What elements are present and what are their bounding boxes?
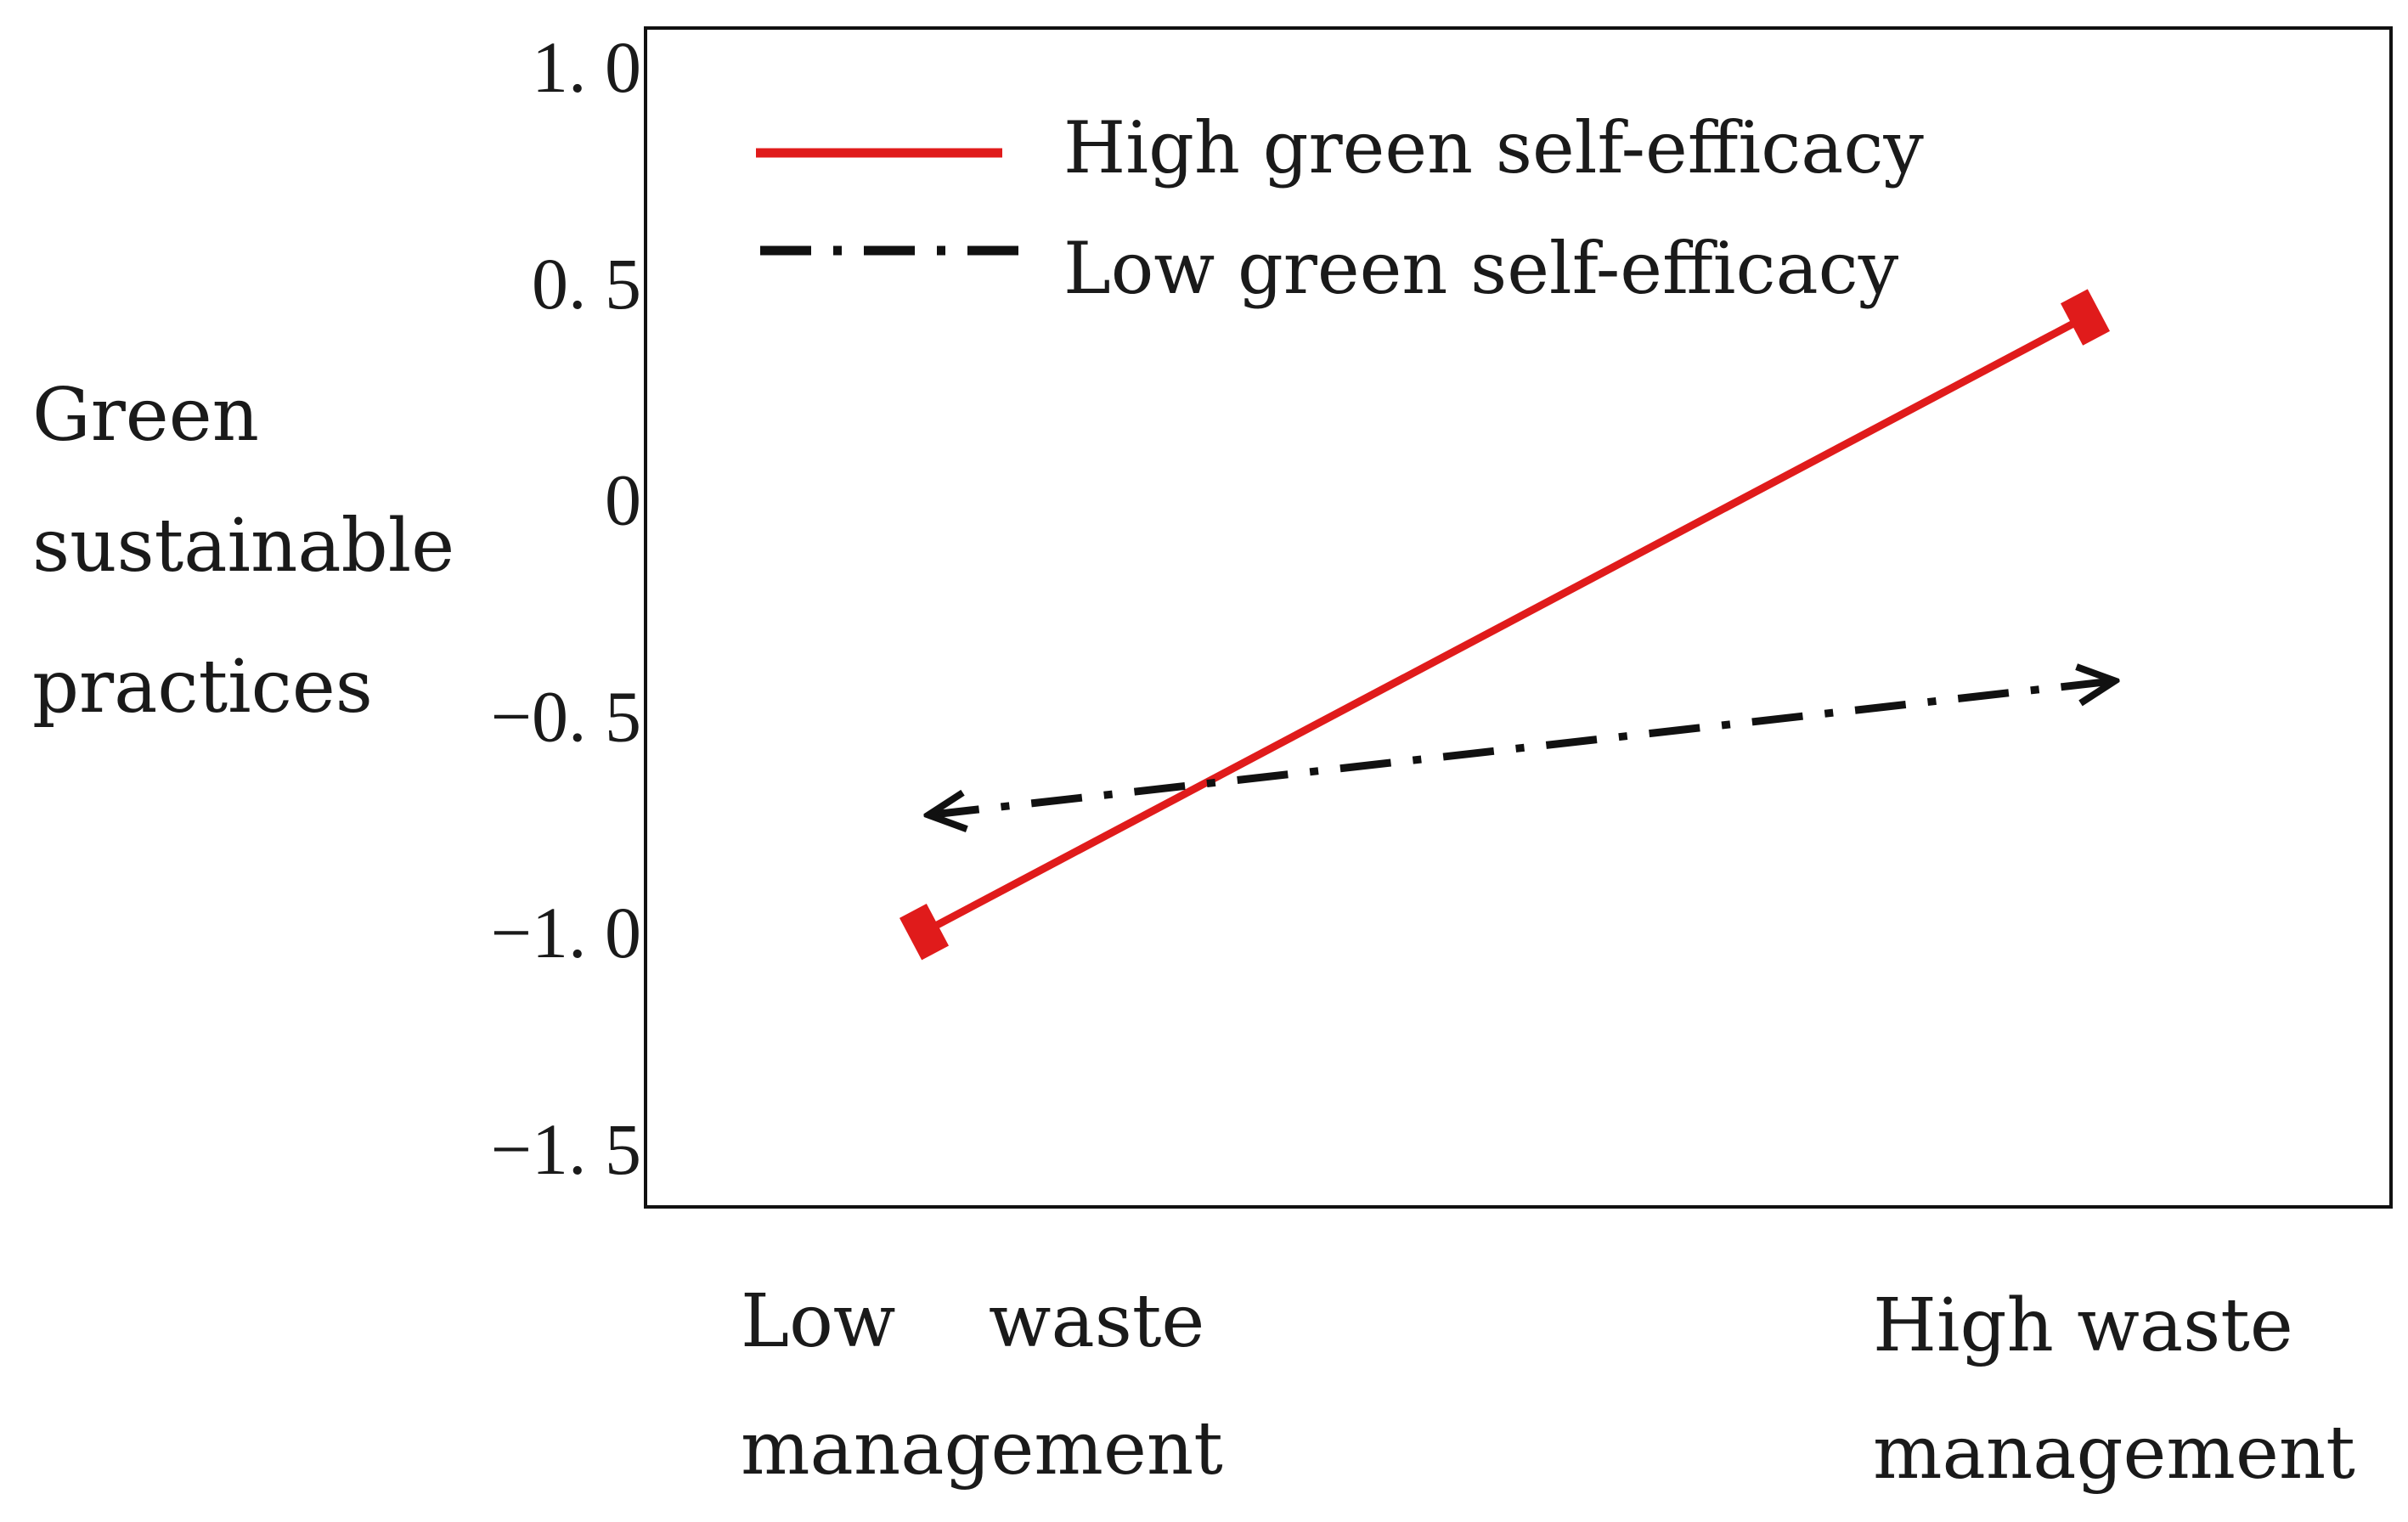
x-category-label-high-line-1: High waste — [1873, 1283, 2293, 1368]
x-category-label-low-line-2: management — [741, 1406, 1223, 1491]
legend: High green self-efficacy Low green self-… — [756, 106, 1924, 310]
x-category-label-high-line-2: management — [1873, 1411, 2355, 1496]
y-tick-label: −1. 0 — [490, 892, 641, 973]
x-category-label-low-line-1: Low waste — [741, 1279, 1204, 1364]
y-axis-label: Green sustainable practices — [32, 373, 477, 730]
y-tick-label: 1. 0 — [532, 26, 641, 108]
series-low-line — [928, 681, 2115, 815]
x-category-label-low: Low waste management — [741, 1279, 1223, 1491]
y-tick-label: 0 — [605, 459, 641, 541]
y-tick-label: 0. 5 — [532, 243, 641, 324]
legend-label-high: High green self-efficacy — [1063, 106, 1924, 189]
series-high-marker-high — [2060, 289, 2111, 346]
plot-frame — [644, 26, 2393, 1209]
y-tick-label: −0. 5 — [490, 675, 641, 757]
y-axis-label-line-3: practices — [32, 645, 373, 730]
x-category-label-high: High waste management — [1873, 1283, 2355, 1496]
series-high-marker-low — [899, 904, 950, 961]
series-high-line — [922, 313, 2088, 936]
y-tick-label: −1. 5 — [490, 1108, 641, 1190]
y-axis-label-line-1: Green — [32, 373, 259, 458]
legend-label-low: Low green self-efficacy — [1063, 227, 1899, 310]
y-axis-label-line-2: sustainable — [32, 504, 454, 589]
y-tick-labels: 1. 0 0. 5 0 −0. 5 −1. 0 −1. 5 — [490, 26, 641, 1190]
